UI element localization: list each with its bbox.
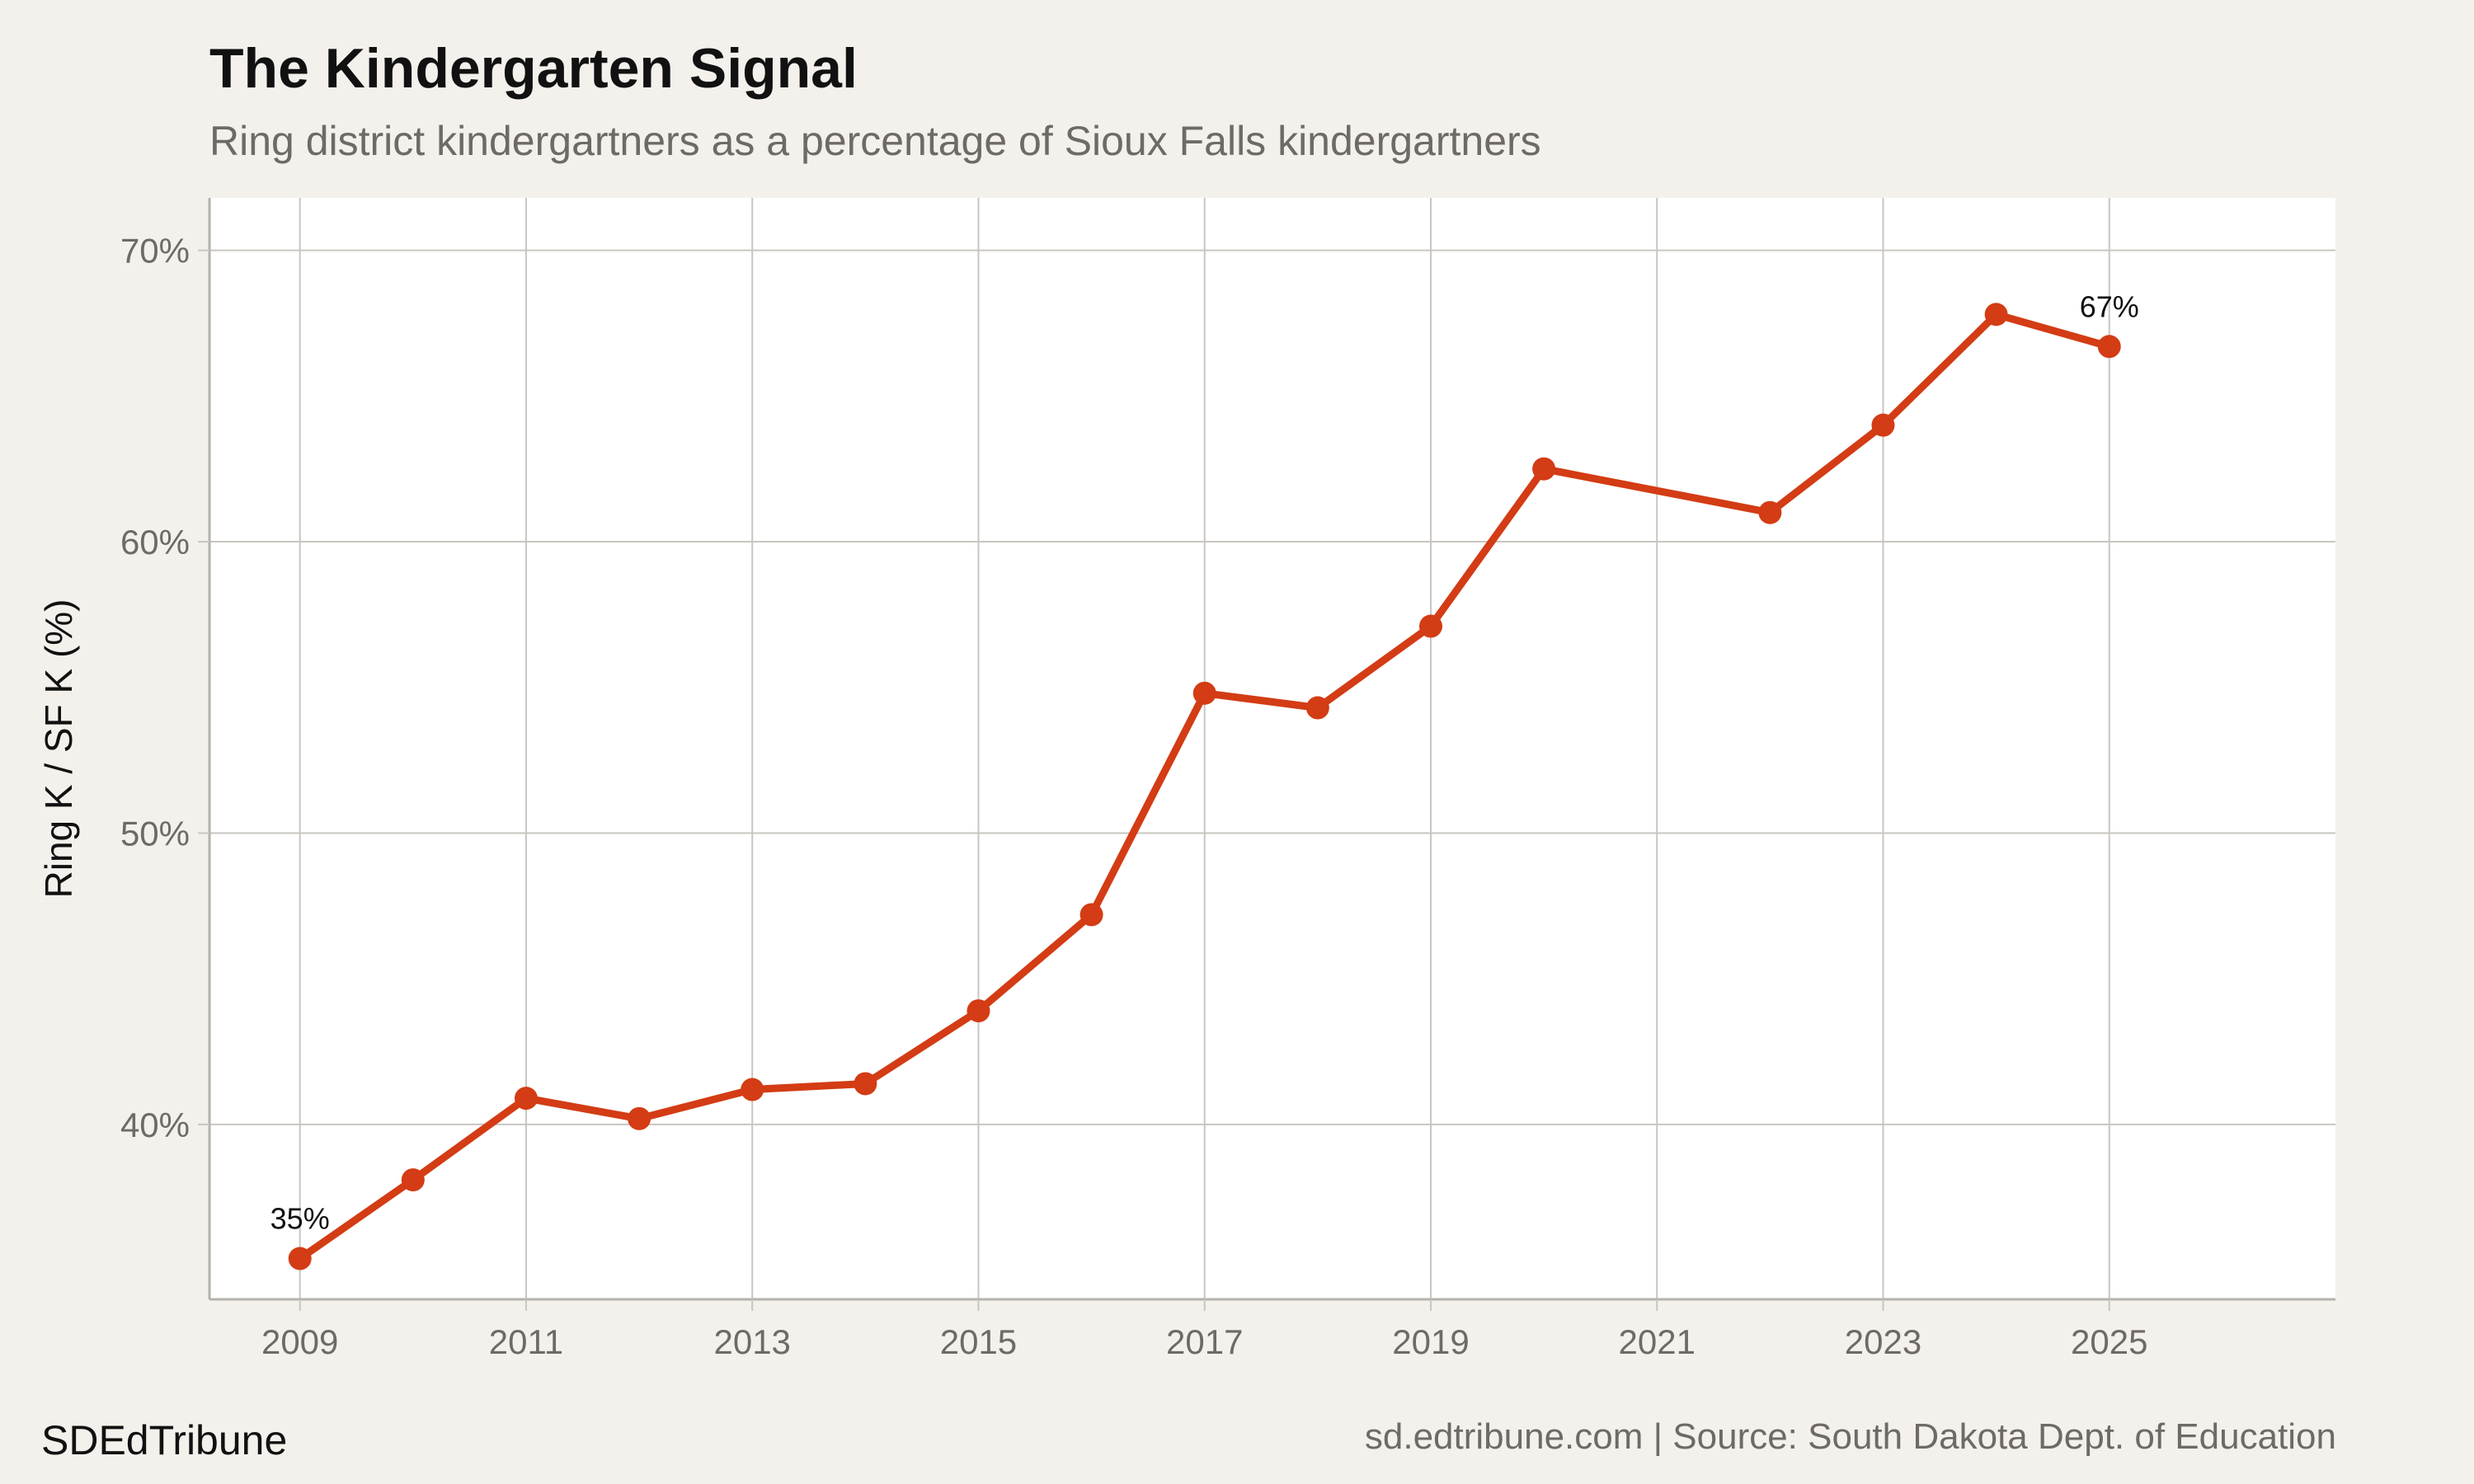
x-tick-label: 2009 (261, 1322, 338, 1361)
data-point (2097, 335, 2121, 359)
x-tick-label: 2013 (713, 1322, 790, 1361)
x-tick-label: 2015 (940, 1322, 1017, 1361)
chart-subtitle: Ring district kindergartners as a percen… (209, 118, 1541, 164)
x-tick-label: 2025 (2071, 1322, 2147, 1361)
data-point (1758, 500, 1782, 524)
y-tick-label: 60% (120, 523, 190, 561)
plot-panel (209, 198, 2335, 1299)
data-labels: 35% 67% (270, 289, 2139, 1235)
x-tick-label: 2019 (1392, 1322, 1469, 1361)
y-tick-label: 70% (120, 232, 190, 270)
data-point (514, 1087, 538, 1111)
data-point (1984, 303, 2008, 326)
x-tick-label: 2021 (1619, 1322, 1696, 1361)
data-points (288, 303, 2121, 1270)
data-point (967, 999, 990, 1023)
vertical-gridlines (299, 198, 2110, 1299)
y-axis-ticks: 40% 50% 60% 70% (120, 232, 209, 1144)
y-tick-label: 40% (120, 1106, 190, 1144)
data-point (854, 1072, 877, 1096)
brand-label: SDEdTribune (41, 1417, 288, 1463)
data-point (1532, 457, 1556, 481)
x-tick-label: 2023 (1845, 1322, 1921, 1361)
data-point (401, 1168, 425, 1192)
y-tick-label: 50% (120, 814, 190, 852)
data-label: 67% (2080, 289, 2139, 323)
data-point (628, 1106, 651, 1130)
data-point (741, 1078, 764, 1101)
horizontal-gridlines (209, 249, 2335, 1125)
chart-title: The Kindergarten Signal (209, 37, 858, 100)
data-point (1871, 413, 1895, 437)
x-axis-ticks: 2009 2011 2013 2015 2017 2019 2021 2023 2025 (261, 1299, 2147, 1361)
data-point (1305, 696, 1329, 720)
data-label: 35% (270, 1202, 330, 1236)
source-note: sd.edtribune.com | Source: South Dakota … (1364, 1416, 2336, 1457)
series-line (298, 310, 2110, 1262)
data-point (1079, 903, 1103, 927)
data-point (1192, 681, 1216, 705)
x-tick-label: 2017 (1166, 1322, 1243, 1361)
data-point (288, 1247, 312, 1270)
y-axis-label: Ring K / SF K (%) (37, 599, 80, 899)
data-point (1418, 614, 1442, 638)
x-tick-label: 2011 (489, 1322, 563, 1361)
